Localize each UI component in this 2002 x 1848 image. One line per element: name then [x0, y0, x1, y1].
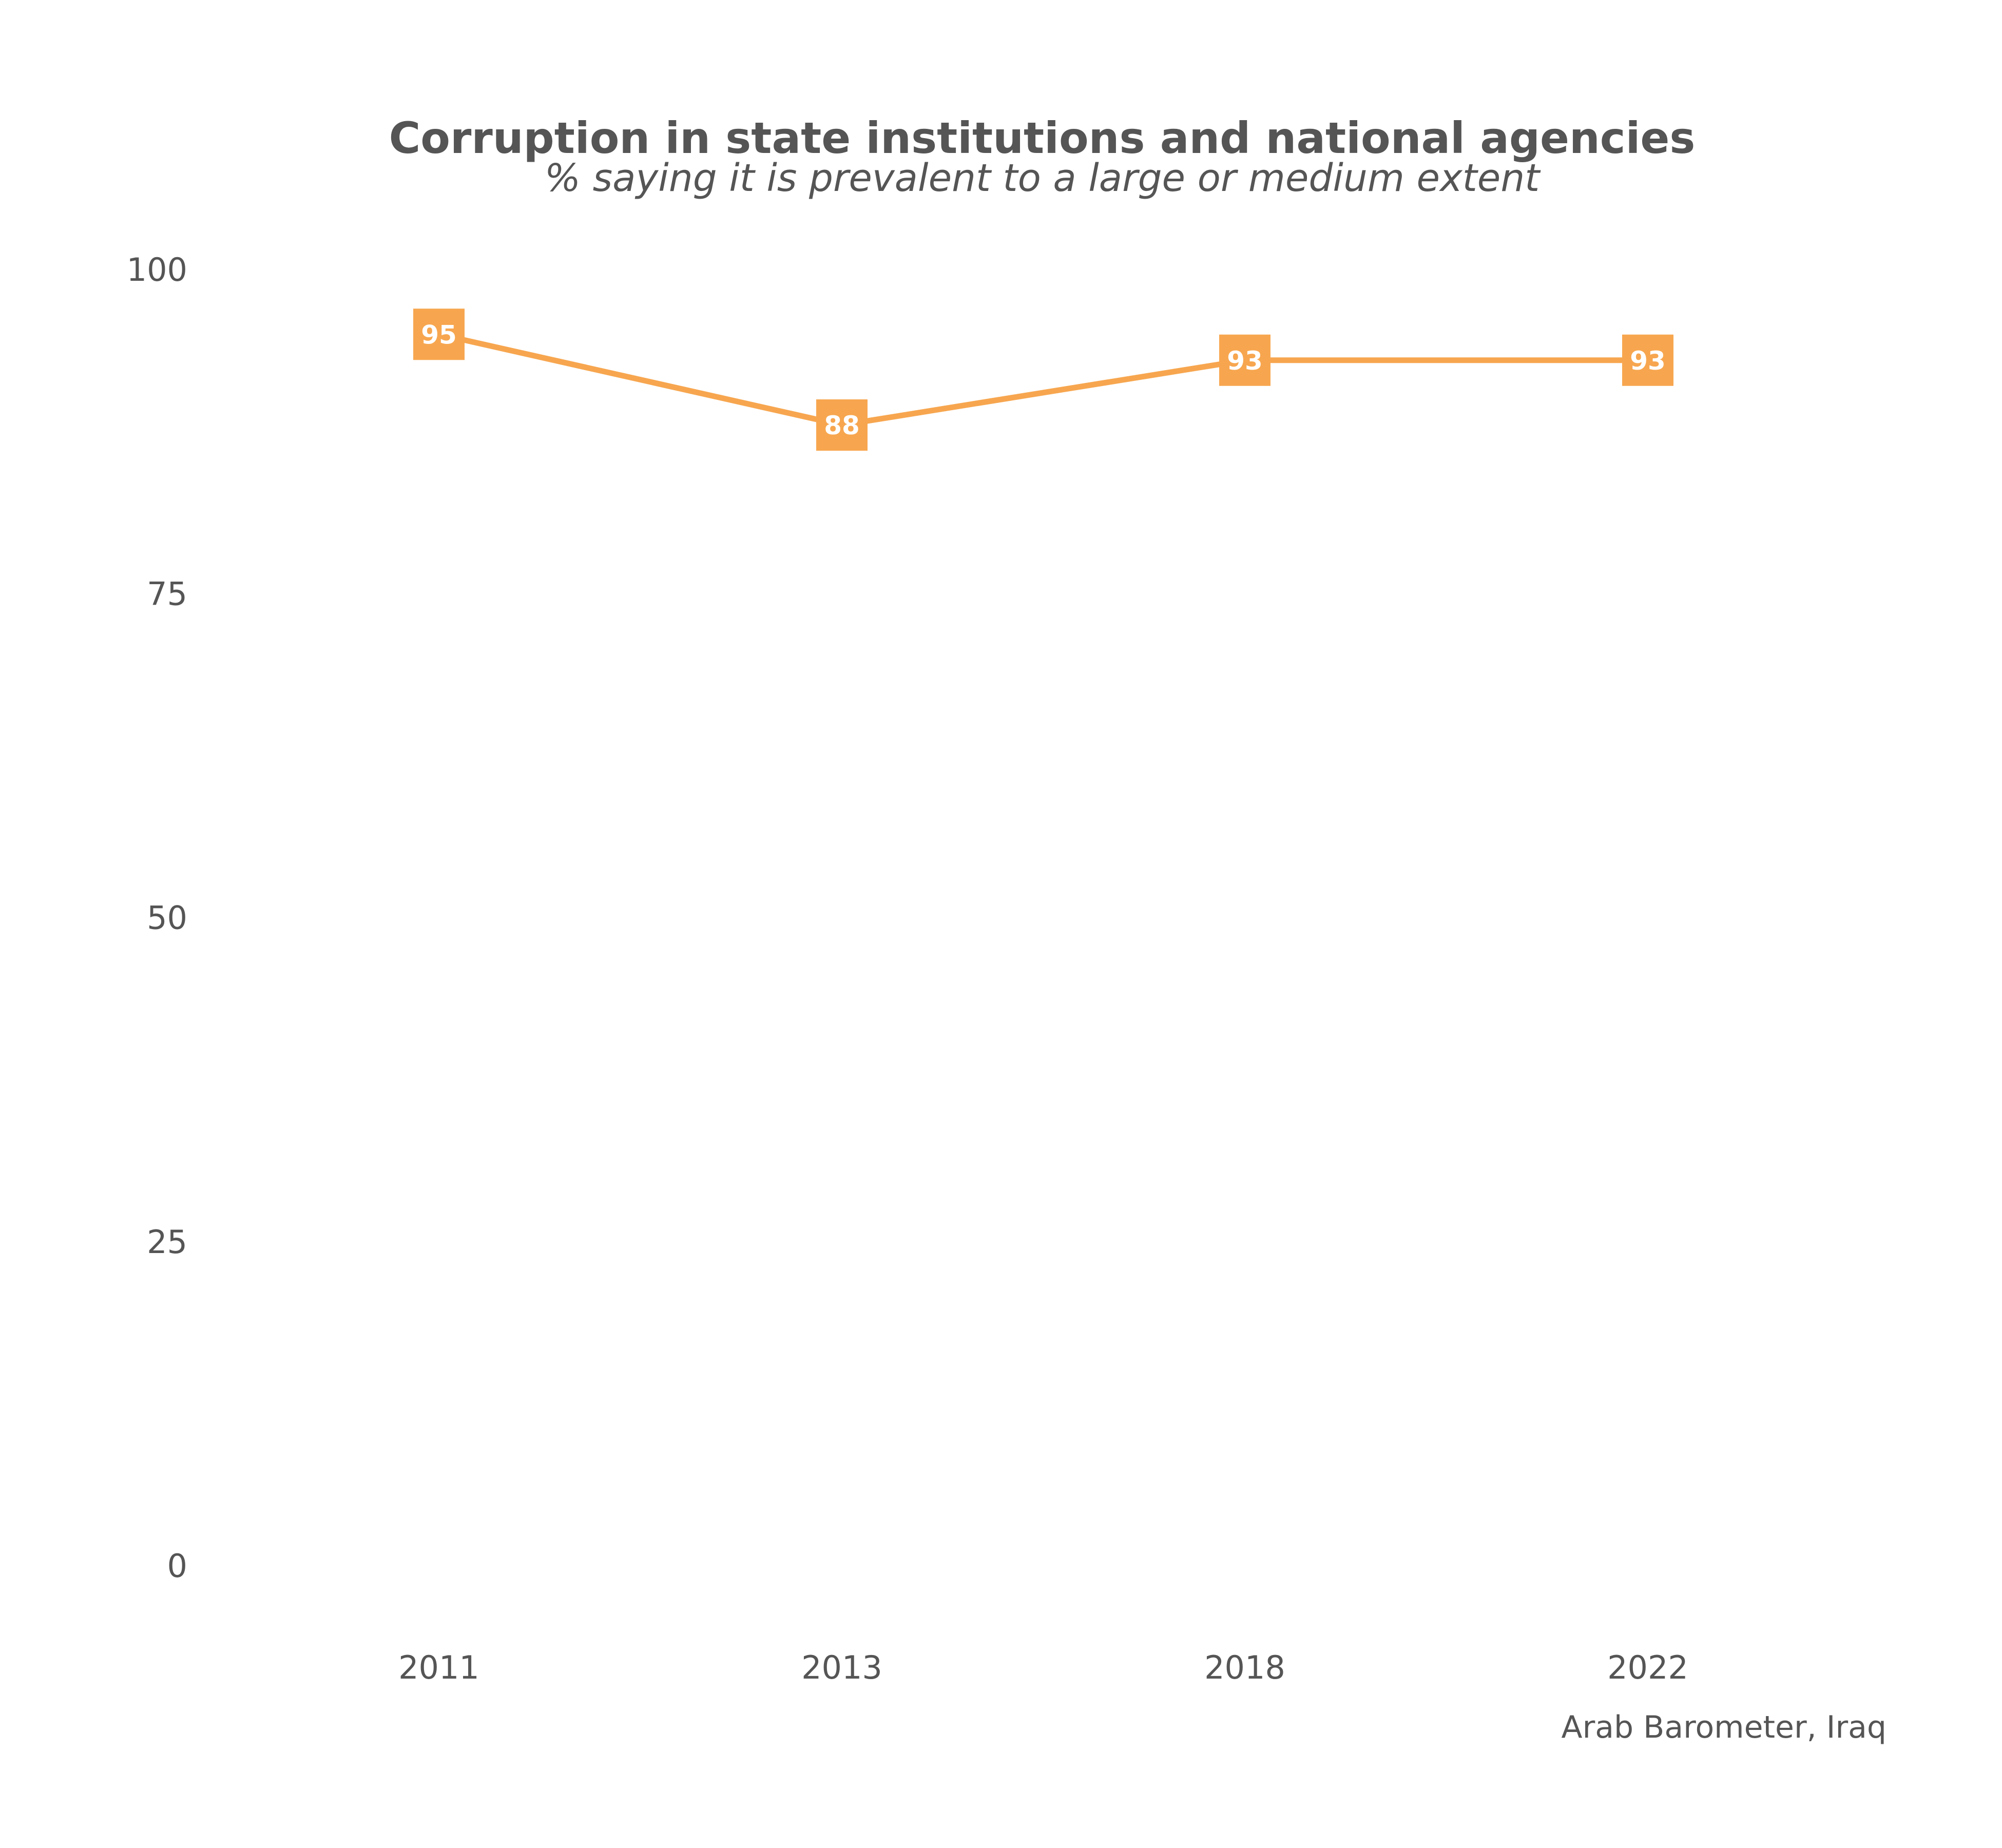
data-label: 95 [421, 320, 457, 350]
data-label: 93 [1630, 346, 1666, 376]
data-label: 88 [824, 411, 860, 440]
series-layer: 95 88 93 93 [413, 309, 1673, 451]
data-point-marker [1219, 334, 1270, 386]
y-tick-label: 100 [127, 251, 187, 288]
data-point-marker [816, 399, 868, 451]
x-tick-label: 2013 [801, 1649, 882, 1686]
data-point-marker [1622, 334, 1673, 386]
y-tick-label: 0 [167, 1547, 187, 1585]
chart-title: Corruption in state institutions and nat… [389, 113, 1696, 163]
x-tick-label: 2011 [398, 1649, 479, 1686]
chart-subtitle: % saying it is prevalent to a large or m… [545, 156, 1541, 200]
x-tick-label: 2022 [1607, 1649, 1688, 1686]
y-tick-label: 75 [147, 575, 187, 612]
x-tick-label: 2018 [1204, 1649, 1285, 1686]
chart-caption: Arab Barometer, Iraq [1562, 1709, 1886, 1745]
y-tick-label: 50 [147, 899, 187, 937]
series-line [438, 331, 1648, 428]
y-axis: 0 25 50 75 100 [127, 251, 187, 1585]
data-label: 93 [1227, 346, 1263, 376]
data-point-marker [413, 309, 465, 360]
y-tick-label: 25 [147, 1223, 187, 1261]
x-axis: 2011 2013 2018 2022 [398, 1649, 1688, 1686]
